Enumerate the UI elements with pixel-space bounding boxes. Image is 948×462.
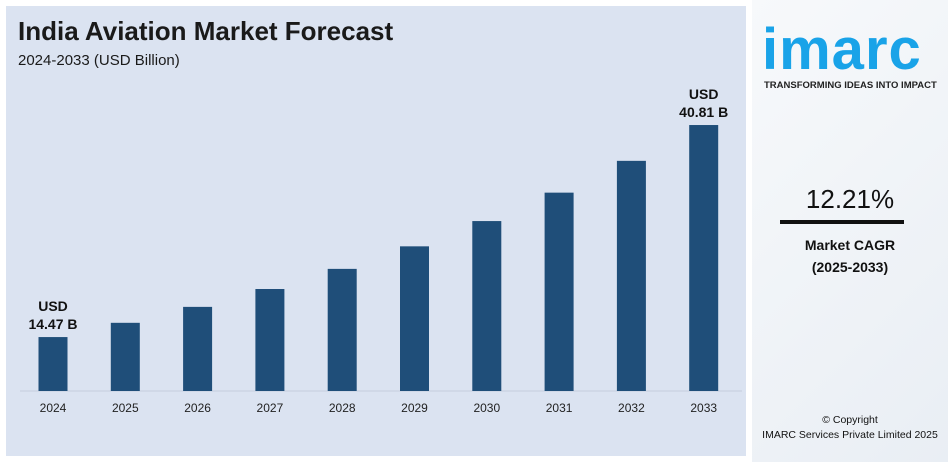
x-tick-label: 2025 bbox=[112, 401, 139, 415]
bar-chart: 2024 USD 14.47 B 2025 2026 2027 2028 2029 2030 20… bbox=[20, 86, 742, 415]
cagr-value: 12.21% bbox=[805, 184, 895, 214]
bar-2027 bbox=[255, 289, 285, 391]
data-label: USD bbox=[689, 86, 719, 102]
x-tick-label: 2024 bbox=[40, 401, 67, 415]
imarc-logo: imarc bbox=[762, 17, 922, 82]
x-tick-label: 2027 bbox=[257, 401, 284, 415]
x-tick-label: 2026 bbox=[184, 401, 211, 415]
bar-2029 bbox=[400, 246, 429, 391]
bar-2031 bbox=[544, 192, 574, 391]
data-label: USD bbox=[38, 298, 68, 314]
x-tick-label: 2031 bbox=[546, 401, 573, 415]
copyright-line1: © Copyright bbox=[822, 414, 878, 426]
cagr-divider bbox=[780, 220, 904, 224]
side-panel: imarc TRANSFORMING IDEAS INTO IMPACT 12.… bbox=[752, 0, 948, 462]
bar-2024 bbox=[38, 337, 68, 391]
brand-tagline: TRANSFORMING IDEAS INTO IMPACT bbox=[764, 80, 937, 91]
chart-subtitle: 2024-2033 (USD Billion) bbox=[18, 52, 180, 69]
chart-title: India Aviation Market Forecast bbox=[18, 16, 394, 46]
bar-2033 bbox=[689, 125, 719, 391]
bar-2026 bbox=[183, 306, 213, 391]
bar-2025 bbox=[110, 322, 140, 391]
bar-2028 bbox=[327, 268, 357, 391]
bar-2030 bbox=[472, 221, 502, 391]
x-tick-label: 2033 bbox=[690, 401, 717, 415]
x-tick-label: 2028 bbox=[329, 401, 356, 415]
x-tick-label: 2029 bbox=[401, 401, 428, 415]
x-tick-label: 2032 bbox=[618, 401, 645, 415]
cagr-label-line2: (2025-2033) bbox=[811, 259, 889, 275]
data-label: 40.81 B bbox=[679, 104, 728, 120]
copyright: © Copyright IMARC Services Private Limit… bbox=[752, 413, 948, 443]
copyright-line2: IMARC Services Private Limited 2025 bbox=[762, 429, 938, 441]
cagr-label: Market CAGR (2025-2033) bbox=[752, 234, 948, 278]
cagr-label-line1: Market CAGR bbox=[804, 237, 896, 253]
x-tick-label: 2030 bbox=[473, 401, 500, 415]
bar-2032 bbox=[616, 160, 646, 391]
data-label: 14.47 B bbox=[28, 316, 77, 332]
